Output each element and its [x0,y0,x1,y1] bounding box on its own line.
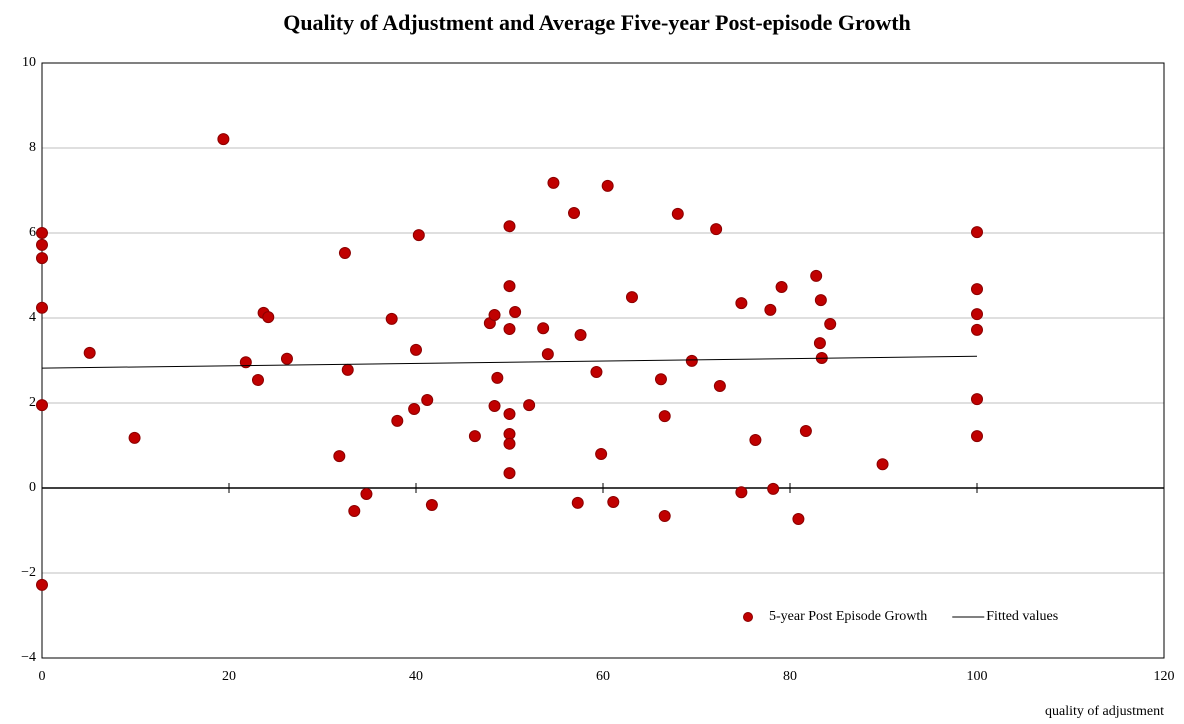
data-point [503,467,516,480]
data-point [574,329,587,341]
data-point [128,431,141,444]
y-tick-label: 2 [29,395,36,410]
data-point [251,374,264,387]
data-point [814,294,827,307]
legend-label: Fitted values [986,609,1058,624]
data-point [671,207,684,220]
x-tick-label: 100 [967,669,988,684]
data-point [408,402,421,415]
data-point [338,246,351,259]
data-point [421,394,434,407]
y-tick-label: 10 [22,55,36,70]
data-point [749,433,762,446]
data-point [36,301,48,314]
data-point [735,486,748,499]
data-point [595,448,608,460]
data-point [503,323,516,336]
data-point [410,343,422,356]
x-tick-label: 60 [596,669,610,684]
data-point [767,482,780,495]
data-point [813,337,826,350]
data-point [541,348,554,361]
data-point [503,220,516,233]
data-point [971,283,983,296]
data-point [509,306,522,319]
data-point [568,207,581,220]
legend-label: 5-year Post Episode Growth [769,609,927,624]
data-point [590,365,603,378]
data-point [262,311,275,324]
data-point [385,312,398,325]
data-point [792,513,805,526]
y-tick-label: 0 [29,480,36,495]
data-point [799,425,812,438]
x-tick-label: 40 [409,669,423,684]
data-point [625,291,638,304]
plot-frame [41,62,1165,659]
data-point [824,317,837,330]
x-tick-label: 0 [39,669,46,684]
data-point [503,408,516,421]
data-point [348,504,361,517]
x-tick-label: 20 [222,669,236,684]
data-point [360,487,373,500]
data-point [810,269,823,282]
data-point [658,410,671,423]
data-point [735,297,748,310]
data-point [36,227,48,239]
data-point [239,356,252,369]
data-point [971,430,983,443]
data-point [468,430,481,443]
data-point [412,229,425,242]
data-point [488,399,501,412]
data-point [971,323,983,336]
data-point [654,373,667,386]
data-point [658,510,671,523]
y-tick-label: −4 [21,650,36,665]
data-point [491,371,504,384]
data-point [547,176,560,189]
y-tick-label: 8 [29,140,36,155]
data-point [425,499,438,511]
chart-title: Quality of Adjustment and Average Five-y… [283,10,911,35]
x-tick-label: 120 [1154,669,1175,684]
x-axis-label: quality of adjustment [1045,704,1164,719]
data-point [333,450,346,463]
data-point [503,437,516,450]
y-tick-label: 4 [29,310,36,325]
data-point [571,496,584,509]
data-point [36,252,48,265]
y-tick-label: −2 [21,565,36,580]
data-point [217,133,230,146]
data-point [503,280,516,293]
data-point [280,352,293,365]
data-point [488,309,501,322]
legend-marker [743,612,753,622]
data-point [685,354,698,367]
data-point [83,346,96,359]
x-tick-label: 80 [783,669,797,684]
data-point [775,280,788,293]
y-tick-label: 6 [29,225,36,240]
data-point [36,238,48,251]
data-point [341,363,354,376]
data-point [876,458,889,471]
data-point [764,303,777,316]
data-point [537,322,550,335]
data-point [36,399,48,412]
data-point [971,308,983,321]
data-point [523,399,536,412]
data-point [391,414,404,427]
fitted-line [41,355,978,369]
data-point [710,223,723,236]
data-point [601,179,614,192]
data-point [713,380,726,392]
data-point [971,226,983,239]
data-point [971,393,983,406]
data-point [607,496,620,509]
data-point [36,578,48,591]
